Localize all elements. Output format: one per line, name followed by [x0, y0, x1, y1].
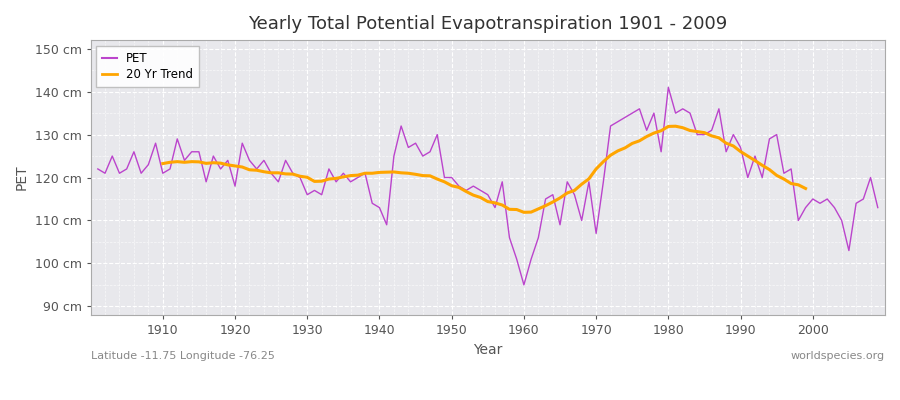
Line: PET: PET — [98, 87, 878, 285]
Text: worldspecies.org: worldspecies.org — [791, 351, 885, 361]
PET — [309, 188, 320, 193]
PET — [518, 282, 529, 287]
20 Yr Trend — [706, 134, 717, 138]
PET — [511, 257, 522, 262]
20 Yr Trend — [353, 173, 364, 178]
Legend: PET, 20 Yr Trend: PET, 20 Yr Trend — [96, 46, 199, 87]
PET — [353, 175, 364, 180]
PET — [663, 85, 674, 90]
PET — [872, 205, 883, 210]
X-axis label: Year: Year — [473, 342, 502, 356]
20 Yr Trend — [612, 148, 623, 153]
PET — [150, 141, 161, 146]
20 Yr Trend — [518, 210, 529, 215]
20 Yr Trend — [158, 161, 168, 166]
Y-axis label: PET: PET — [15, 165, 29, 190]
PET — [526, 257, 536, 262]
20 Yr Trend — [721, 141, 732, 146]
20 Yr Trend — [800, 186, 811, 191]
20 Yr Trend — [244, 168, 255, 172]
Text: Latitude -11.75 Longitude -76.25: Latitude -11.75 Longitude -76.25 — [91, 351, 274, 361]
20 Yr Trend — [670, 124, 681, 129]
Title: Yearly Total Potential Evapotranspiration 1901 - 2009: Yearly Total Potential Evapotranspiratio… — [248, 15, 727, 33]
Line: 20 Yr Trend: 20 Yr Trend — [163, 126, 806, 212]
20 Yr Trend — [786, 181, 796, 186]
PET — [93, 166, 104, 171]
PET — [612, 119, 623, 124]
